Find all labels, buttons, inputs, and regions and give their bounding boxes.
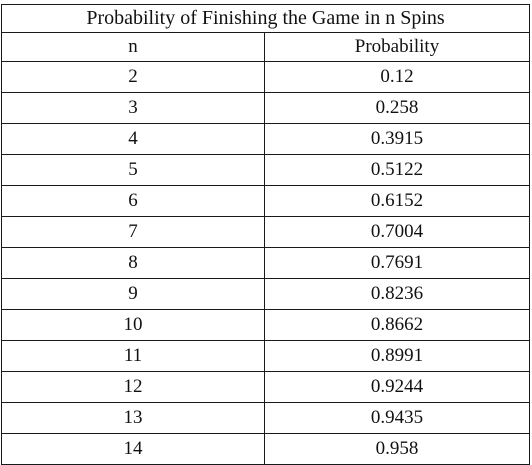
- cell-probability: 0.9435: [264, 402, 530, 434]
- table-row: 10 0.8662: [1, 309, 530, 341]
- table-row: 6 0.6152: [1, 185, 530, 217]
- cell-n: 2: [1, 61, 265, 93]
- cell-n: 6: [1, 185, 265, 217]
- header-row: n Probability: [1, 32, 530, 62]
- table-row: 8 0.7691: [1, 247, 530, 279]
- cell-n: 5: [1, 154, 265, 186]
- cell-probability: 0.8662: [264, 309, 530, 341]
- cell-n: 13: [1, 402, 265, 434]
- cell-n: 3: [1, 92, 265, 124]
- table-row: 4 0.3915: [1, 123, 530, 155]
- cell-n: 4: [1, 123, 265, 155]
- cell-n: 12: [1, 371, 265, 403]
- cell-probability: 0.958: [264, 433, 530, 465]
- cell-n: 7: [1, 216, 265, 248]
- table-row: 14 0.958: [1, 433, 530, 465]
- table-row: 7 0.7004: [1, 216, 530, 248]
- table-row: 11 0.8991: [1, 340, 530, 372]
- cell-n: 8: [1, 247, 265, 279]
- cell-probability: 0.3915: [264, 123, 530, 155]
- cell-probability: 0.8236: [264, 278, 530, 310]
- probability-table: Probability of Finishing the Game in n S…: [1, 4, 530, 465]
- cell-probability: 0.7691: [264, 247, 530, 279]
- table-row: 9 0.8236: [1, 278, 530, 310]
- table-row: 12 0.9244: [1, 371, 530, 403]
- table-body: 2 0.12 3 0.258 4 0.3915 5 0.5122 6 0.6152 7 0.7004 8…: [1, 61, 530, 465]
- table-row: 3 0.258: [1, 92, 530, 124]
- cell-probability: 0.8991: [264, 340, 530, 372]
- cell-n: 9: [1, 278, 265, 310]
- table-row: 2 0.12: [1, 61, 530, 93]
- header-n: n: [1, 32, 265, 62]
- cell-probability: 0.6152: [264, 185, 530, 217]
- header-probability: Probability: [264, 32, 530, 62]
- table-title: Probability of Finishing the Game in n S…: [1, 4, 530, 32]
- cell-probability: 0.12: [264, 61, 530, 93]
- table-row: 13 0.9435: [1, 402, 530, 434]
- cell-probability: 0.258: [264, 92, 530, 124]
- table-row: 5 0.5122: [1, 154, 530, 186]
- cell-probability: 0.5122: [264, 154, 530, 186]
- cell-probability: 0.9244: [264, 371, 530, 403]
- cell-n: 10: [1, 309, 265, 341]
- cell-probability: 0.7004: [264, 216, 530, 248]
- cell-n: 14: [1, 433, 265, 465]
- cell-n: 11: [1, 340, 265, 372]
